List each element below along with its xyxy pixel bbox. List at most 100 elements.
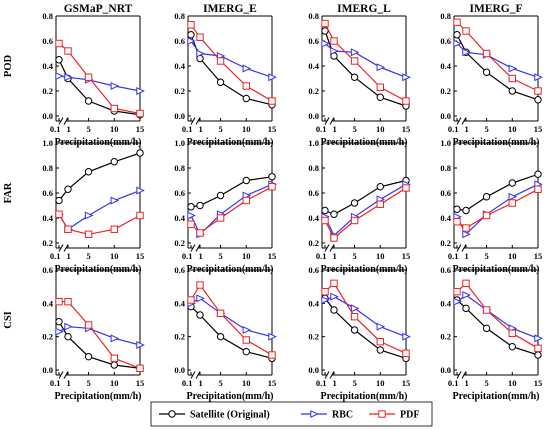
- data-point-rbc: [242, 326, 252, 334]
- data-point-pdf: [196, 281, 204, 289]
- series-line-pdf: [456, 282, 539, 349]
- y-tick-label: 0.4: [174, 213, 185, 223]
- x-tick-label: 5: [218, 251, 222, 261]
- x-tick-label: 1: [465, 251, 469, 261]
- data-point-rbc: [453, 39, 462, 48]
- y-tick-label: 0.8: [174, 11, 185, 21]
- data-point-pdf: [64, 297, 72, 306]
- data-point-satellite: [268, 173, 276, 181]
- data-point-pdf: [268, 183, 276, 191]
- axis-break-mark: [324, 117, 330, 125]
- y-tick-label: 0.2: [42, 86, 53, 96]
- axis-break-mark: [195, 244, 201, 252]
- data-point-rbc: [376, 63, 386, 72]
- axis-break-mark: [190, 117, 196, 125]
- panel-0-2: 0.00.20.40.60.80.1 1 5 10 15Precipitation(mm…: [308, 11, 411, 148]
- legend-marker-rbc: [310, 410, 319, 418]
- data-point-pdf: [330, 37, 338, 45]
- data-point-pdf: [376, 83, 384, 91]
- data-point-satellite: [84, 352, 93, 361]
- axis-break-mark: [461, 371, 467, 379]
- data-point-pdf: [453, 18, 461, 26]
- x-tick-label: 10: [110, 378, 119, 388]
- y-tick-label: 0.6: [308, 265, 319, 275]
- data-point-pdf: [187, 220, 195, 228]
- series-line-rbc: [324, 296, 407, 338]
- series-line-rbc: [324, 183, 407, 237]
- axis-break-mark: [195, 371, 201, 379]
- y-tick-label: 0.2: [440, 332, 451, 342]
- y-tick-label: 0.6: [42, 188, 53, 198]
- data-point-rbc: [330, 47, 339, 55]
- y-tick-label: 1.0: [308, 138, 319, 148]
- x-tick-label: 1: [67, 124, 71, 134]
- data-point-rbc: [110, 196, 120, 205]
- axis-break-mark: [324, 371, 330, 379]
- data-point-pdf: [508, 74, 516, 83]
- x-tick-label: 5: [218, 378, 222, 388]
- data-point-satellite: [508, 179, 516, 187]
- axis-break-mark: [329, 244, 335, 252]
- y-tick-label: 0.4: [308, 298, 319, 308]
- data-point-pdf: [453, 287, 461, 296]
- x-tick-label: 5: [484, 378, 488, 388]
- y-tick-label: 0.6: [440, 188, 451, 198]
- data-point-rbc: [110, 334, 120, 343]
- panel-1-2: 0.20.40.60.81.00.1 1 5 10 15Precipitation(mm…: [308, 138, 411, 275]
- data-point-satellite: [187, 203, 195, 211]
- y-tick-label: 0.8: [42, 11, 53, 21]
- data-point-pdf: [462, 224, 470, 232]
- data-point-rbc: [268, 73, 277, 82]
- y-tick-label: 0.4: [308, 61, 319, 71]
- y-tick-label: 0.2: [42, 332, 53, 342]
- data-point-satellite: [110, 158, 118, 166]
- data-point-satellite: [242, 347, 250, 356]
- y-tick-label: 0.0: [42, 111, 53, 121]
- x-tick-label: 15: [402, 378, 411, 388]
- axis-break-mark: [63, 244, 69, 252]
- y-tick-label: 0.6: [308, 36, 319, 46]
- series-line-satellite: [456, 34, 539, 101]
- y-tick-label: 0.2: [42, 238, 53, 248]
- panel-0-3: 0.00.20.40.60.80.1 1 5 10 15Precipitation(mm…: [440, 11, 543, 148]
- data-point-satellite: [187, 31, 195, 39]
- data-point-pdf: [482, 49, 491, 58]
- data-point-satellite: [110, 361, 118, 369]
- x-tick-label: 0.1: [448, 124, 459, 134]
- y-tick-label: 0.6: [42, 265, 53, 275]
- y-tick-label: 0.0: [308, 111, 319, 121]
- x-tick-label: 1: [333, 124, 337, 134]
- x-tick-label: 0.1: [50, 378, 61, 388]
- y-tick-label: 0.4: [42, 61, 53, 71]
- y-tick-label: 0.0: [440, 365, 451, 375]
- data-point-rbc: [196, 49, 205, 58]
- data-point-pdf: [534, 344, 542, 353]
- data-point-rbc: [136, 341, 145, 349]
- legend-marker-pdf: [378, 410, 386, 418]
- x-tick-label: 0.1: [182, 124, 193, 134]
- panel-title: IMERG_E: [203, 3, 257, 15]
- y-tick-label: 0.2: [174, 332, 185, 342]
- data-point-pdf: [453, 218, 461, 226]
- data-point-pdf: [242, 82, 250, 90]
- data-point-pdf: [462, 279, 470, 288]
- data-point-rbc: [350, 304, 360, 313]
- x-tick-label: 15: [534, 378, 543, 388]
- x-tick-label: 0.1: [448, 251, 459, 261]
- x-tick-label: 1: [465, 124, 469, 134]
- data-point-rbc: [330, 292, 339, 301]
- data-point-pdf: [216, 309, 225, 318]
- y-tick-label: 0.4: [42, 213, 53, 223]
- x-tick-label: 15: [534, 124, 543, 134]
- data-point-satellite: [350, 199, 359, 207]
- x-tick-label: 5: [218, 124, 222, 134]
- data-point-pdf: [196, 229, 204, 237]
- data-point-satellite: [462, 304, 470, 313]
- data-point-pdf: [508, 199, 516, 207]
- data-point-pdf: [462, 27, 470, 35]
- data-point-rbc: [136, 87, 145, 95]
- data-point-satellite: [196, 311, 204, 319]
